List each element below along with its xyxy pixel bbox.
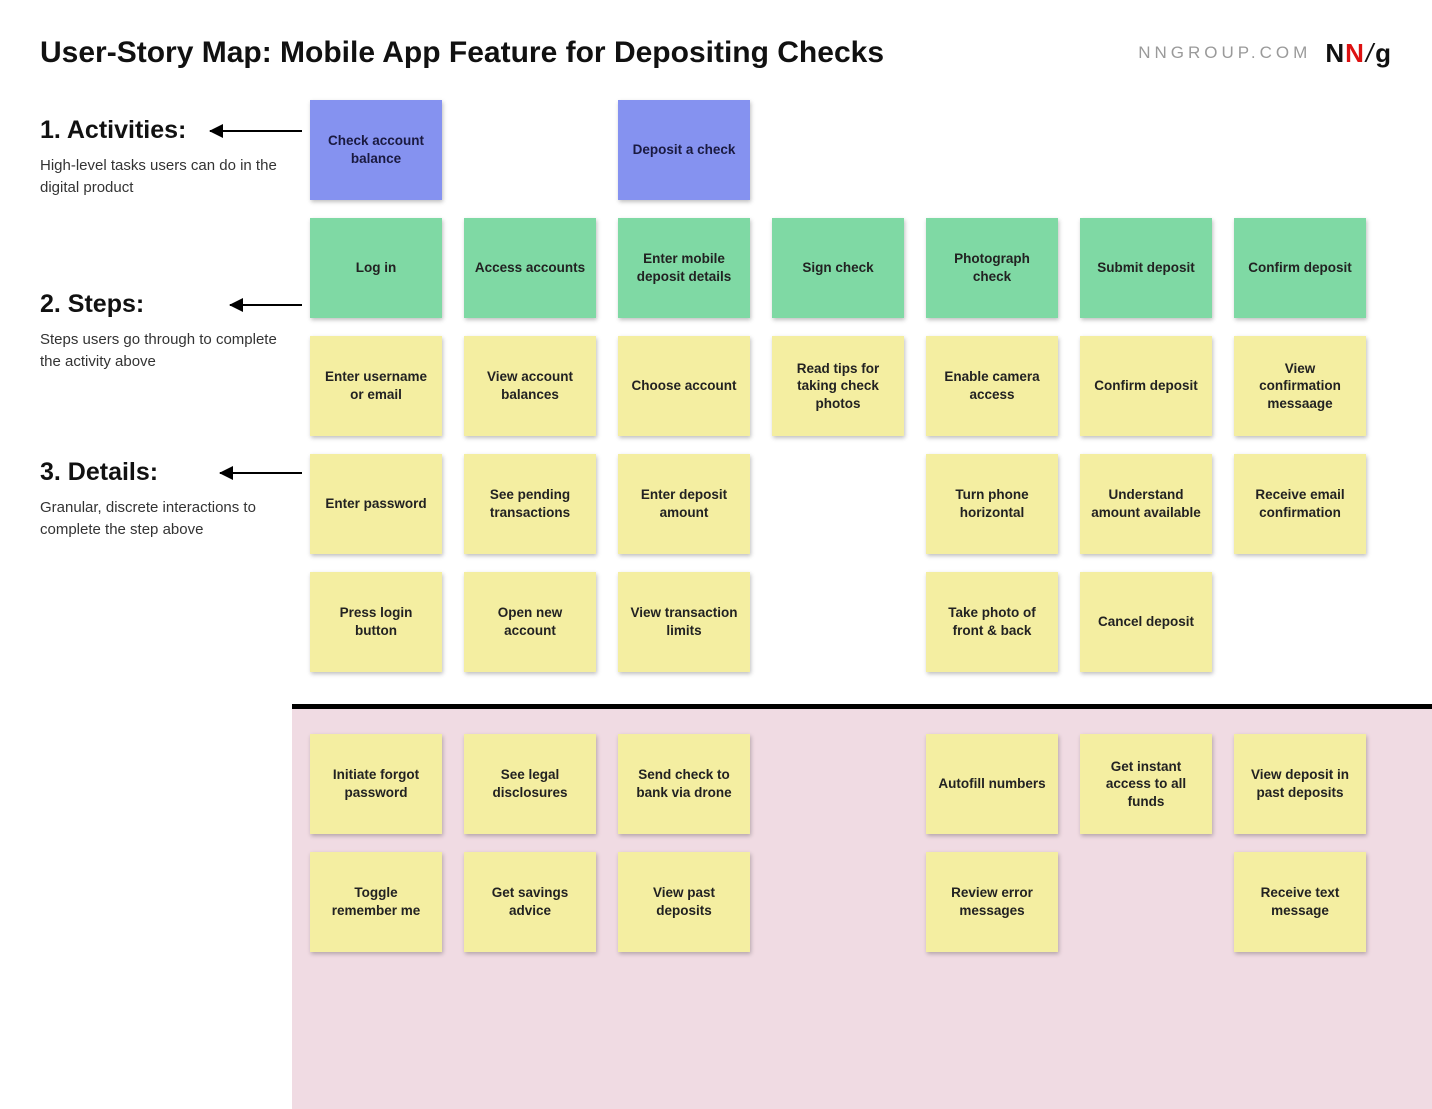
brand: NNGROUP.COM NN/g [1138, 38, 1392, 69]
detail-card: View past deposits [618, 852, 750, 952]
page-title: User-Story Map: Mobile App Feature for D… [40, 36, 884, 70]
arrow-steps [230, 304, 302, 306]
detail-card: Receive text message [1234, 852, 1366, 952]
detail-card: Enter password [310, 454, 442, 554]
detail-card: Turn phone horizontal [926, 454, 1058, 554]
detail-card: Enter deposit amount [618, 454, 750, 554]
detail-card: Open new account [464, 572, 596, 672]
card-grid: Check account balance Deposit a check Log … [310, 100, 1366, 672]
backlog-grid: Initiate forgot passwordSee legal disclo… [310, 734, 1366, 952]
steps-desc: Steps users go through to complete the a… [40, 329, 290, 373]
detail-card: Press login button [310, 572, 442, 672]
detail-card: Get savings advice [464, 852, 596, 952]
detail-card: Receive email confirmation [1234, 454, 1366, 554]
label-steps: 2. Steps: Steps users go through to comp… [40, 290, 290, 373]
detail-card: See pending transactions [464, 454, 596, 554]
detail-card: Take photo of front & back [926, 572, 1058, 672]
detail-card: Initiate forgot password [310, 734, 442, 834]
arrow-details [220, 472, 302, 474]
activity-card: Check account balance [310, 100, 442, 200]
brand-url: NNGROUP.COM [1138, 43, 1311, 63]
header: User-Story Map: Mobile App Feature for D… [0, 0, 1432, 70]
detail-card: Get instant access to all funds [1080, 734, 1212, 834]
detail-card: View confirmation messaage [1234, 336, 1366, 436]
details-desc: Granular, discrete interactions to compl… [40, 497, 290, 541]
label-details: 3. Details: Granular, discrete interacti… [40, 458, 290, 541]
step-card: Submit deposit [1080, 218, 1212, 318]
activities-desc: High-level tasks users can do in the dig… [40, 155, 290, 199]
step-card: Sign check [772, 218, 904, 318]
detail-card: Autofill numbers [926, 734, 1058, 834]
detail-card: View account balances [464, 336, 596, 436]
step-card: Photograph check [926, 218, 1058, 318]
detail-card: Enable camera access [926, 336, 1058, 436]
detail-card: View deposit in past deposits [1234, 734, 1366, 834]
detail-card: Toggle remember me [310, 852, 442, 952]
step-card: Confirm deposit [1234, 218, 1366, 318]
label-activities: 1. Activities: High-level tasks users ca… [40, 116, 290, 199]
detail-card: See legal disclosures [464, 734, 596, 834]
detail-card: Read tips for taking check photos [772, 336, 904, 436]
arrow-activities [210, 130, 302, 132]
detail-card: View transaction limits [618, 572, 750, 672]
detail-card: Review error messages [926, 852, 1058, 952]
detail-card: Cancel deposit [1080, 572, 1212, 672]
step-card: Log in [310, 218, 442, 318]
step-card: Access accounts [464, 218, 596, 318]
detail-card: Enter username or email [310, 336, 442, 436]
detail-card: Choose account [618, 336, 750, 436]
activity-card: Deposit a check [618, 100, 750, 200]
detail-card: Send check to bank via drone [618, 734, 750, 834]
step-card: Enter mobile deposit details [618, 218, 750, 318]
brand-logo: NN/g [1325, 38, 1392, 69]
detail-card: Confirm deposit [1080, 336, 1212, 436]
detail-card: Understand amount available [1080, 454, 1212, 554]
